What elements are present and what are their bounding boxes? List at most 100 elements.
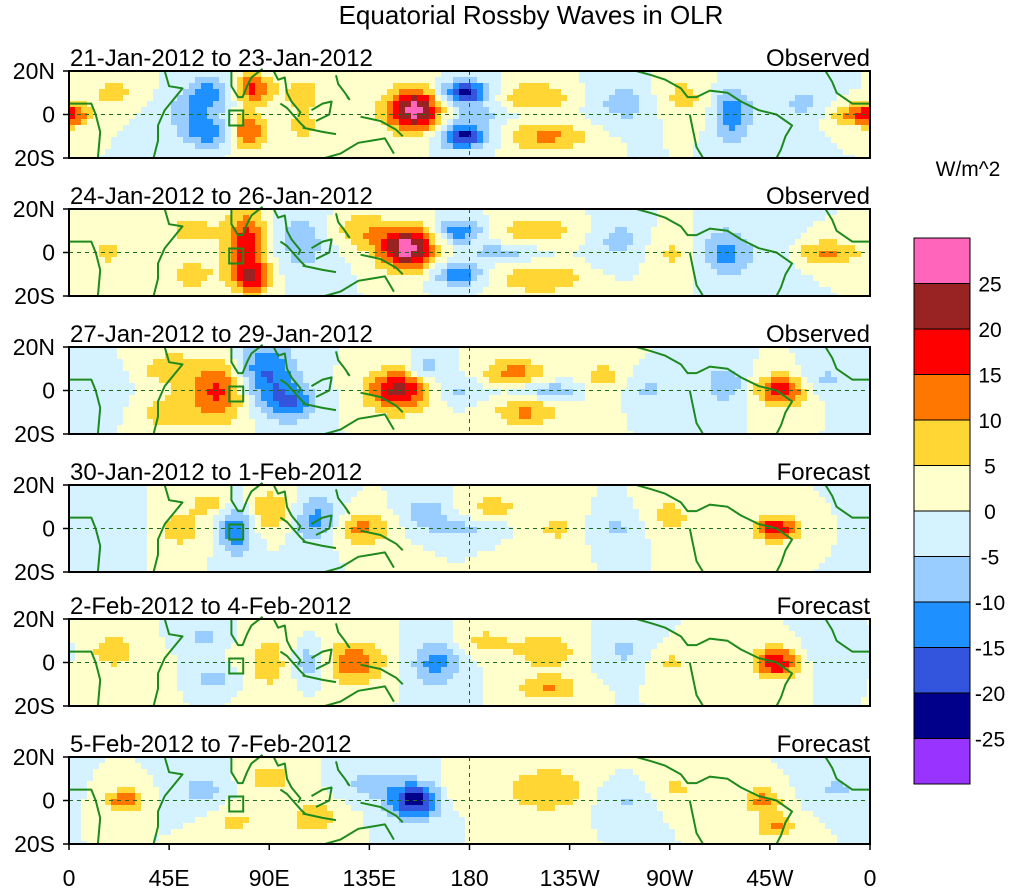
olr-cell: [123, 119, 130, 126]
olr-cell: [711, 221, 718, 228]
olr-cell: [123, 113, 130, 120]
olr-cell: [687, 215, 694, 222]
olr-cell: [483, 371, 490, 378]
olr-cell: [123, 251, 130, 258]
olr-cell: [783, 377, 790, 384]
olr-cell: [153, 113, 160, 120]
olr-cell: [411, 371, 418, 378]
olr-cell: [225, 269, 232, 276]
olr-cell: [447, 215, 454, 222]
olr-cell: [147, 137, 154, 144]
olr-cell: [135, 233, 142, 240]
olr-cell: [141, 257, 148, 264]
olr-cell: [87, 119, 94, 126]
olr-cell: [369, 371, 376, 378]
olr-cell: [177, 71, 184, 78]
olr-cell: [549, 293, 556, 297]
olr-cell: [831, 245, 838, 252]
olr-cell: [675, 125, 682, 132]
olr-cell: [477, 125, 484, 132]
olr-cell: [531, 371, 538, 378]
olr-cell: [411, 377, 418, 384]
olr-cell: [369, 77, 376, 84]
olr-cell: [273, 371, 280, 378]
olr-cell: [249, 89, 256, 96]
olr-cell: [765, 221, 772, 228]
olr-cell: [291, 233, 298, 240]
olr-cell: [135, 347, 142, 354]
olr-cell: [387, 125, 394, 132]
olr-cell: [657, 149, 664, 156]
olr-cell: [177, 113, 184, 120]
olr-cell: [615, 371, 622, 378]
olr-cell: [477, 257, 484, 264]
olr-cell: [411, 257, 418, 264]
olr-cell: [429, 137, 436, 144]
olr-cell: [225, 365, 232, 372]
olr-cell: [543, 131, 550, 138]
olr-cell: [441, 95, 448, 102]
olr-cell: [105, 227, 112, 234]
olr-cell: [357, 245, 364, 252]
olr-cell: [747, 233, 754, 240]
olr-cell: [591, 251, 598, 258]
olr-cell: [465, 287, 472, 294]
olr-cell: [687, 131, 694, 138]
olr-cell: [75, 233, 82, 240]
olr-cell: [663, 293, 670, 297]
olr-cell: [633, 95, 640, 102]
olr-cell: [459, 89, 466, 96]
olr-cell: [441, 137, 448, 144]
olr-cell: [597, 359, 604, 366]
olr-cell: [735, 155, 742, 159]
olr-cell: [423, 275, 430, 282]
olr-cell: [627, 89, 634, 96]
olr-cell: [795, 227, 802, 234]
olr-cell: [771, 89, 778, 96]
olr-cell: [699, 95, 706, 102]
olr-cell: [333, 89, 340, 96]
olr-cell: [369, 209, 376, 216]
olr-cell: [465, 221, 472, 228]
olr-cell: [201, 71, 208, 78]
olr-cell: [705, 125, 712, 132]
olr-cell: [615, 71, 622, 78]
olr-cell: [429, 221, 436, 228]
olr-cell: [657, 245, 664, 252]
olr-cell: [507, 269, 514, 276]
olr-cell: [543, 143, 550, 150]
olr-cell: [243, 347, 250, 354]
olr-cell: [453, 143, 460, 150]
olr-cell: [687, 137, 694, 144]
olr-cell: [351, 215, 358, 222]
olr-cell: [645, 131, 652, 138]
olr-cell: [159, 281, 166, 288]
olr-cell: [387, 227, 394, 234]
olr-cell: [837, 221, 844, 228]
olr-cell: [165, 287, 172, 294]
olr-cell: [255, 119, 262, 126]
olr-cell: [567, 95, 574, 102]
olr-cell: [609, 149, 616, 156]
olr-cell: [813, 281, 820, 288]
olr-cell: [345, 275, 352, 282]
olr-cell: [207, 365, 214, 372]
olr-cell: [243, 215, 250, 222]
olr-cell: [513, 359, 520, 366]
olr-cell: [123, 245, 130, 252]
olr-cell: [567, 353, 574, 360]
olr-cell: [237, 251, 244, 258]
olr-cell: [639, 113, 646, 120]
olr-cell: [513, 383, 520, 390]
olr-cell: [567, 383, 574, 390]
olr-cell: [441, 149, 448, 156]
olr-cell: [225, 377, 232, 384]
olr-cell: [783, 365, 790, 372]
olr-cell: [159, 143, 166, 150]
olr-cell: [741, 77, 748, 84]
olr-cell: [111, 101, 118, 108]
olr-cell: [525, 113, 532, 120]
olr-cell: [621, 119, 628, 126]
olr-cell: [147, 233, 154, 240]
olr-cell: [153, 239, 160, 246]
